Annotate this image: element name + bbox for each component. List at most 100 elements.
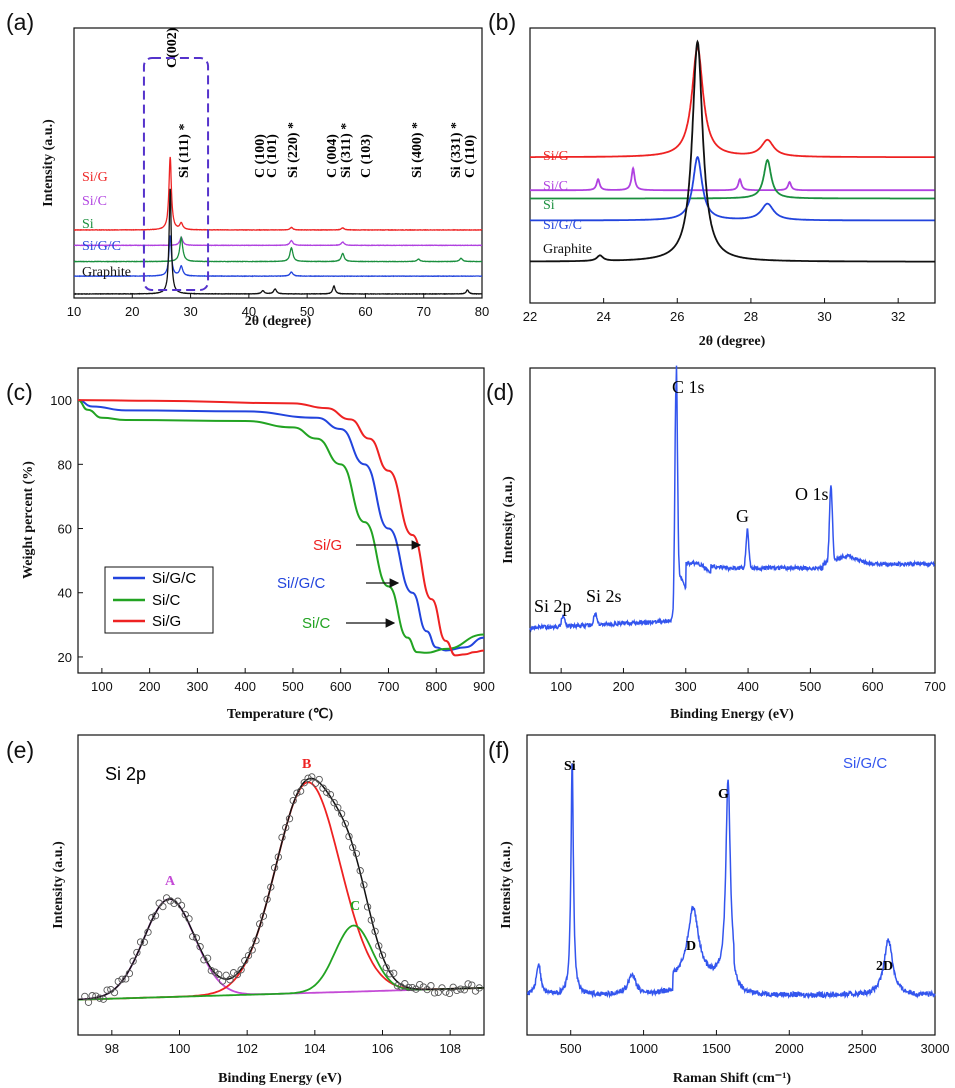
data-point (122, 975, 130, 983)
series-line (73, 235, 482, 278)
peak-label-si2p: Si 2p (534, 596, 572, 616)
panel-e-x-ticks: 98 100 102 104 106 108 (105, 1030, 461, 1056)
data-point (159, 902, 167, 911)
y-tick-label: 80 (58, 457, 72, 472)
x-tick-label: 2000 (775, 1041, 804, 1056)
data-point (453, 986, 461, 995)
x-tick-label: 2500 (848, 1041, 877, 1056)
data-point (404, 983, 413, 992)
panel-a-highlight-box (142, 57, 210, 291)
data-point (434, 988, 442, 996)
x-tick-label: 30 (183, 304, 197, 319)
panel-b-xlabel: 2θ (degree) (699, 334, 766, 349)
data-point (118, 975, 126, 983)
panel-a-frame (73, 27, 483, 299)
data-point (375, 942, 383, 950)
data-point (464, 980, 472, 988)
legend-entry-sic: Si/C (152, 592, 181, 609)
y-tick-label: 60 (58, 522, 72, 537)
data-point (285, 815, 294, 823)
panel-f: (f) 500 1000 1500 2000 2500 3000 Raman Shift … (488, 734, 949, 1086)
data-point (148, 914, 156, 922)
data-point (323, 788, 331, 796)
series-line (73, 235, 483, 263)
data-point (259, 912, 268, 920)
panel-b-label-si: Si (543, 198, 555, 213)
x-tick-label: 400 (234, 679, 256, 694)
peak-label-c103: C (103) (359, 134, 374, 178)
x-tick-label: 600 (330, 679, 352, 694)
data-point (278, 833, 286, 842)
data-point (226, 976, 234, 984)
panel-f-spectrum (526, 763, 936, 1000)
data-point (274, 853, 282, 861)
data-point (103, 986, 111, 994)
data-point (352, 849, 361, 858)
peak-label-si2s: Si 2s (586, 586, 622, 606)
panel-d-label: (d) (486, 379, 514, 405)
data-point (390, 969, 398, 977)
data-point (378, 951, 387, 959)
peak-label-c002: C(002) (165, 27, 180, 68)
x-tick-label: 22 (523, 309, 537, 324)
x-tick-label: 80 (475, 304, 489, 319)
x-tick-label: 500 (800, 679, 822, 694)
data-point (222, 971, 230, 979)
data-point (270, 864, 279, 872)
data-point (136, 938, 145, 946)
panel-c-annot-sic: Si/C (302, 615, 331, 632)
data-point (311, 779, 320, 787)
peak-label-si311: Si (311) * (339, 123, 354, 178)
data-point (460, 986, 469, 994)
data-point (267, 883, 275, 891)
panel-a-x-ticks: 10 20 30 40 50 60 70 80 (67, 293, 489, 319)
data-point (412, 985, 420, 993)
data-point (457, 985, 465, 993)
peak-label-c004: C (004) (325, 134, 340, 178)
panel-a-label: (a) (6, 9, 34, 35)
panel-d-frame (529, 367, 936, 674)
data-point (252, 936, 260, 945)
panel-b-label-graphite: Graphite (543, 242, 592, 257)
series-line (74, 236, 483, 247)
panel-a-label-sig: Si/G (82, 170, 108, 185)
data-point (99, 995, 108, 1003)
panel-a-series (73, 156, 483, 296)
data-point (140, 938, 148, 946)
x-tick-label: 500 (282, 679, 304, 694)
data-point (468, 981, 476, 989)
legend-entry-sigc: Si/G/C (152, 570, 196, 587)
data-point (229, 969, 238, 977)
data-point (129, 957, 137, 965)
peak-label-o1s: O 1s (795, 484, 829, 504)
x-tick-label: 800 (425, 679, 447, 694)
x-tick-label: 108 (439, 1041, 461, 1056)
component-label-c: C (350, 899, 360, 914)
panel-b-label-sig: Si/G (543, 149, 569, 164)
panel-b-frame (529, 27, 936, 304)
component-label-b: B (302, 757, 311, 772)
data-point (408, 983, 416, 992)
data-point (233, 970, 242, 979)
panel-f-ylabel: Intensity (a.u.) (499, 841, 514, 929)
peak-label-si400: Si (400) * (410, 122, 425, 178)
data-point (345, 832, 353, 841)
panel-a: (a) 10 20 30 40 50 60 70 80 2θ (degree) Intensi… (6, 9, 489, 329)
data-point (237, 966, 245, 974)
data-point (308, 773, 316, 781)
data-point (244, 951, 253, 960)
x-tick-label: 32 (891, 309, 905, 324)
panel-c-label: (c) (6, 379, 33, 405)
data-point (133, 948, 141, 957)
data-point (341, 820, 349, 828)
data-point (192, 934, 201, 942)
y-tick-label: 40 (58, 586, 72, 601)
y-tick-label: 100 (50, 393, 72, 408)
raman-label-2d: 2D (876, 959, 893, 974)
panel-f-x-ticks: 500 1000 1500 2000 2500 3000 (560, 1030, 949, 1056)
panel-d-x-ticks: 100 200 300 400 500 600 700 (550, 668, 946, 694)
data-point (211, 968, 219, 976)
x-tick-label: 100 (550, 679, 572, 694)
data-point (382, 963, 390, 972)
